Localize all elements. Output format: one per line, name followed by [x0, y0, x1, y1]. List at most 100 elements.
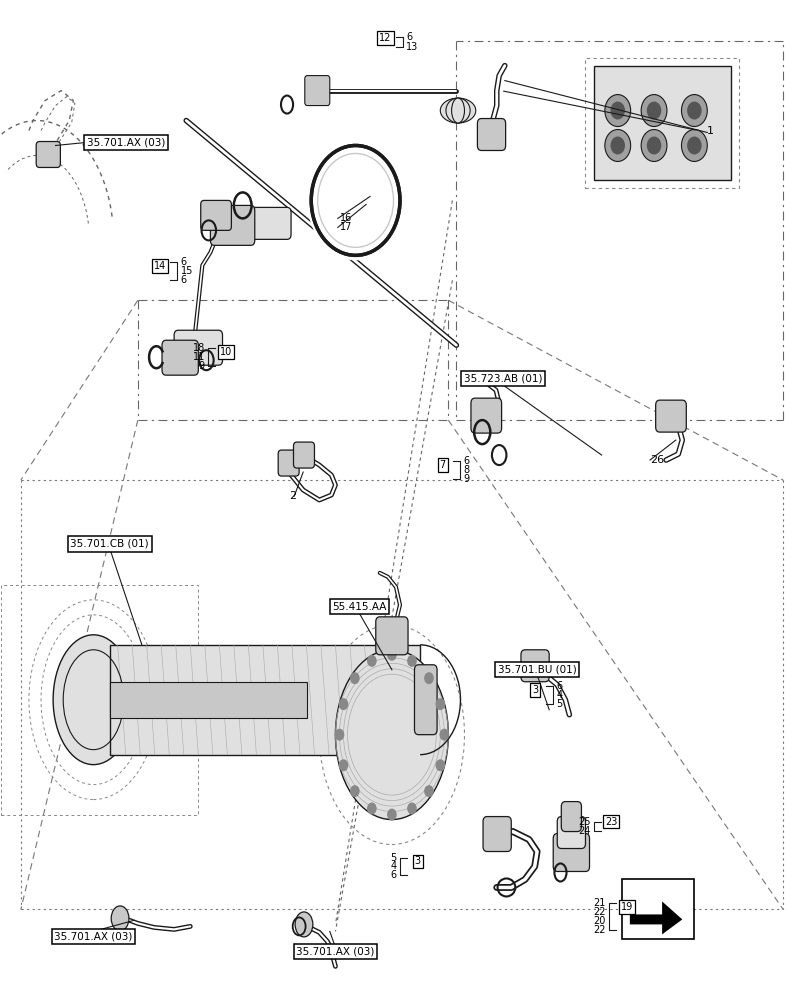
FancyBboxPatch shape	[655, 400, 686, 432]
Circle shape	[339, 698, 348, 710]
Bar	[110, 645, 420, 755]
Text: 8: 8	[464, 465, 469, 475]
Text: 10: 10	[220, 347, 232, 357]
Text: 22: 22	[593, 907, 606, 917]
Circle shape	[335, 729, 344, 741]
Ellipse shape	[112, 906, 129, 931]
Ellipse shape	[53, 635, 134, 765]
Text: 35.723.AB (01): 35.723.AB (01)	[464, 373, 542, 383]
FancyBboxPatch shape	[174, 330, 222, 365]
Text: 6: 6	[180, 257, 187, 267]
Text: 3: 3	[532, 685, 539, 695]
Text: 9: 9	[199, 361, 204, 371]
Text: 3: 3	[415, 856, 421, 866]
Ellipse shape	[440, 98, 476, 123]
FancyBboxPatch shape	[305, 76, 330, 106]
Circle shape	[605, 95, 631, 127]
Text: 6: 6	[390, 870, 397, 880]
Bar	[110, 682, 307, 718]
Ellipse shape	[452, 98, 465, 123]
Text: 9: 9	[464, 474, 469, 484]
Circle shape	[687, 137, 701, 154]
Ellipse shape	[335, 650, 448, 820]
Text: 15: 15	[180, 266, 193, 276]
Text: 22: 22	[593, 925, 606, 935]
Circle shape	[641, 95, 667, 127]
Text: 35.701.AX (03): 35.701.AX (03)	[297, 946, 375, 956]
FancyBboxPatch shape	[162, 340, 198, 375]
Circle shape	[387, 809, 397, 821]
FancyBboxPatch shape	[200, 200, 231, 230]
Text: 19: 19	[621, 902, 633, 912]
Text: 6: 6	[406, 32, 413, 42]
Circle shape	[681, 95, 707, 127]
Text: 55.415.AA: 55.415.AA	[332, 602, 387, 612]
FancyBboxPatch shape	[483, 817, 511, 852]
Text: 18: 18	[192, 343, 204, 353]
Circle shape	[687, 102, 701, 120]
FancyBboxPatch shape	[471, 398, 502, 433]
Circle shape	[436, 698, 445, 710]
Text: 11: 11	[192, 352, 204, 362]
Text: 6: 6	[557, 681, 562, 691]
Polygon shape	[630, 901, 682, 934]
Text: 5: 5	[557, 699, 562, 709]
Bar	[1, 585, 198, 815]
Circle shape	[641, 130, 667, 161]
Circle shape	[605, 130, 631, 161]
Text: 7: 7	[440, 460, 446, 470]
Circle shape	[350, 785, 360, 797]
Circle shape	[424, 672, 434, 684]
FancyBboxPatch shape	[478, 119, 506, 150]
FancyBboxPatch shape	[553, 834, 590, 871]
Circle shape	[436, 759, 445, 771]
Circle shape	[440, 729, 449, 741]
Text: 25: 25	[578, 817, 591, 827]
Circle shape	[367, 655, 377, 667]
Text: 4: 4	[557, 690, 562, 700]
Circle shape	[350, 672, 360, 684]
FancyBboxPatch shape	[278, 450, 299, 476]
Circle shape	[387, 649, 397, 661]
Text: 23: 23	[605, 817, 617, 827]
Circle shape	[611, 102, 625, 120]
FancyBboxPatch shape	[376, 617, 408, 655]
Text: 6: 6	[464, 456, 469, 466]
Circle shape	[407, 655, 417, 667]
Ellipse shape	[295, 912, 313, 937]
Circle shape	[646, 102, 661, 120]
Circle shape	[646, 137, 661, 154]
Bar	[622, 879, 694, 939]
Circle shape	[611, 137, 625, 154]
Circle shape	[367, 802, 377, 814]
FancyBboxPatch shape	[521, 650, 549, 682]
Text: 6: 6	[180, 275, 187, 285]
FancyBboxPatch shape	[36, 141, 61, 167]
Text: 24: 24	[578, 826, 591, 836]
Text: 21: 21	[593, 898, 606, 908]
Text: 35.701.AX (03): 35.701.AX (03)	[86, 137, 165, 147]
Text: 1: 1	[707, 126, 714, 136]
Circle shape	[424, 785, 434, 797]
Text: 20: 20	[593, 916, 606, 926]
Circle shape	[339, 759, 348, 771]
Text: 5: 5	[390, 853, 397, 863]
Text: 13: 13	[406, 42, 419, 52]
FancyBboxPatch shape	[210, 205, 255, 245]
FancyBboxPatch shape	[594, 66, 730, 180]
Circle shape	[407, 802, 417, 814]
Text: 14: 14	[154, 261, 166, 271]
Text: 35.701.AX (03): 35.701.AX (03)	[54, 931, 133, 941]
FancyBboxPatch shape	[558, 817, 586, 849]
Text: 26: 26	[650, 455, 664, 465]
FancyBboxPatch shape	[415, 665, 437, 735]
FancyBboxPatch shape	[562, 802, 582, 832]
Text: 2: 2	[289, 491, 297, 501]
FancyBboxPatch shape	[242, 207, 291, 239]
Circle shape	[681, 130, 707, 161]
Text: 12: 12	[379, 33, 392, 43]
Text: 4: 4	[390, 861, 397, 871]
Circle shape	[307, 140, 404, 260]
Text: 16: 16	[339, 213, 351, 223]
Text: 35.701.CB (01): 35.701.CB (01)	[70, 539, 149, 549]
